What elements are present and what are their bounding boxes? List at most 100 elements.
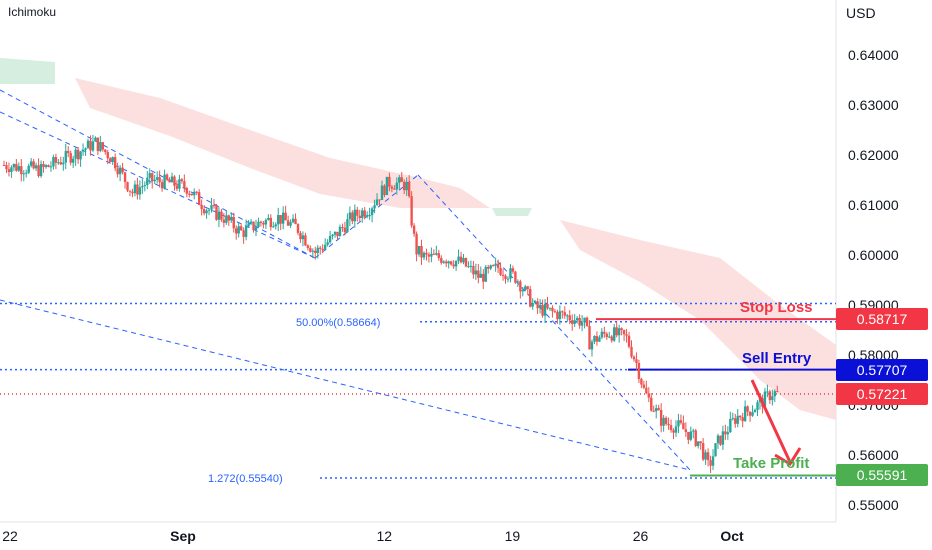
candle-down (519, 281, 522, 292)
entry-price-tag: 0.57707 (836, 358, 928, 381)
candle-up (598, 337, 601, 342)
candle-down (183, 181, 186, 189)
candle-down (647, 393, 651, 398)
candle-down (637, 362, 641, 379)
candle-up (763, 391, 767, 407)
candle-down (588, 326, 591, 350)
candle-down (477, 270, 480, 278)
candle-up (22, 173, 25, 175)
candle-up (141, 186, 144, 188)
candle-down (739, 415, 742, 418)
candle-up (479, 273, 483, 278)
candle-up (170, 176, 174, 183)
candle-down (625, 334, 628, 336)
candle-up (52, 157, 55, 167)
candle-up (457, 256, 460, 261)
candle-up (385, 176, 389, 195)
candle-up (237, 226, 240, 234)
candle-down (724, 431, 727, 435)
candle-down (32, 161, 35, 169)
candle-up (753, 409, 757, 413)
candle-down (407, 181, 411, 197)
candle-down (239, 226, 243, 231)
candle-up (509, 268, 512, 279)
candle-up (365, 215, 369, 217)
candle-up (277, 215, 280, 225)
candle-down (54, 157, 58, 163)
candle-down (445, 261, 448, 264)
candle-down (425, 252, 428, 255)
candle-up (346, 219, 349, 233)
candle-up (506, 278, 510, 280)
candle-up (773, 391, 776, 397)
candle-up (726, 432, 730, 435)
candle-down (185, 188, 189, 194)
candle-up (714, 443, 717, 457)
candle-up (143, 185, 147, 187)
candle-up (580, 322, 584, 326)
candle-down (687, 432, 690, 440)
candle-down (667, 424, 670, 426)
candle-up (86, 140, 90, 149)
candle-down (314, 250, 317, 253)
candle-up (566, 315, 569, 317)
candle-up (430, 253, 433, 257)
candle-down (684, 429, 688, 433)
candle-down (232, 216, 235, 229)
candle-down (109, 158, 112, 163)
candle-up (771, 396, 774, 401)
candle-down (482, 273, 485, 282)
candle-up (469, 265, 473, 267)
candle-up (662, 417, 665, 426)
candle-up (731, 418, 734, 420)
candle-up (548, 307, 552, 309)
candle-down (5, 165, 8, 170)
candle-up (91, 141, 95, 151)
candle-up (533, 301, 537, 304)
candle-down (393, 188, 396, 190)
trend-line (0, 299, 691, 471)
candle-down (427, 254, 431, 257)
candle-down (388, 176, 391, 187)
candle-up (272, 226, 275, 228)
candle-up (333, 231, 337, 235)
candle-down (603, 331, 606, 334)
candle-up (79, 151, 82, 160)
candle-down (286, 220, 290, 226)
candle-up (64, 150, 67, 163)
candle-down (126, 182, 129, 191)
candle-down (59, 162, 63, 165)
candle-down (400, 177, 403, 182)
candle-down (546, 303, 549, 309)
candle-down (89, 140, 92, 151)
stop-price-tag: 0.58717 (836, 308, 928, 331)
candle-up (573, 320, 576, 324)
candle-down (160, 182, 164, 189)
candle-down (669, 425, 673, 431)
candle-down (526, 286, 529, 290)
candle-up (442, 261, 445, 263)
candle-up (524, 286, 527, 291)
candle-down (269, 217, 273, 228)
candle-down (410, 196, 413, 226)
candle-down (563, 312, 567, 316)
candle-down (768, 391, 772, 401)
candle-down (76, 149, 80, 160)
candle-down (682, 422, 685, 430)
candle-up (467, 266, 470, 268)
candle-down (499, 267, 502, 275)
take-profit-label: Take Profit (733, 455, 810, 473)
candle-up (751, 412, 754, 416)
candle-down (106, 152, 109, 159)
candle-down (2, 165, 6, 166)
candle-down (151, 173, 154, 182)
candle-up (375, 199, 379, 206)
candle-down (664, 417, 668, 425)
candle-down (571, 320, 574, 324)
candle-down (343, 227, 347, 233)
candle-up (521, 290, 525, 292)
candle-down (504, 275, 507, 280)
candle-up (398, 177, 401, 183)
candle-down (605, 333, 609, 338)
